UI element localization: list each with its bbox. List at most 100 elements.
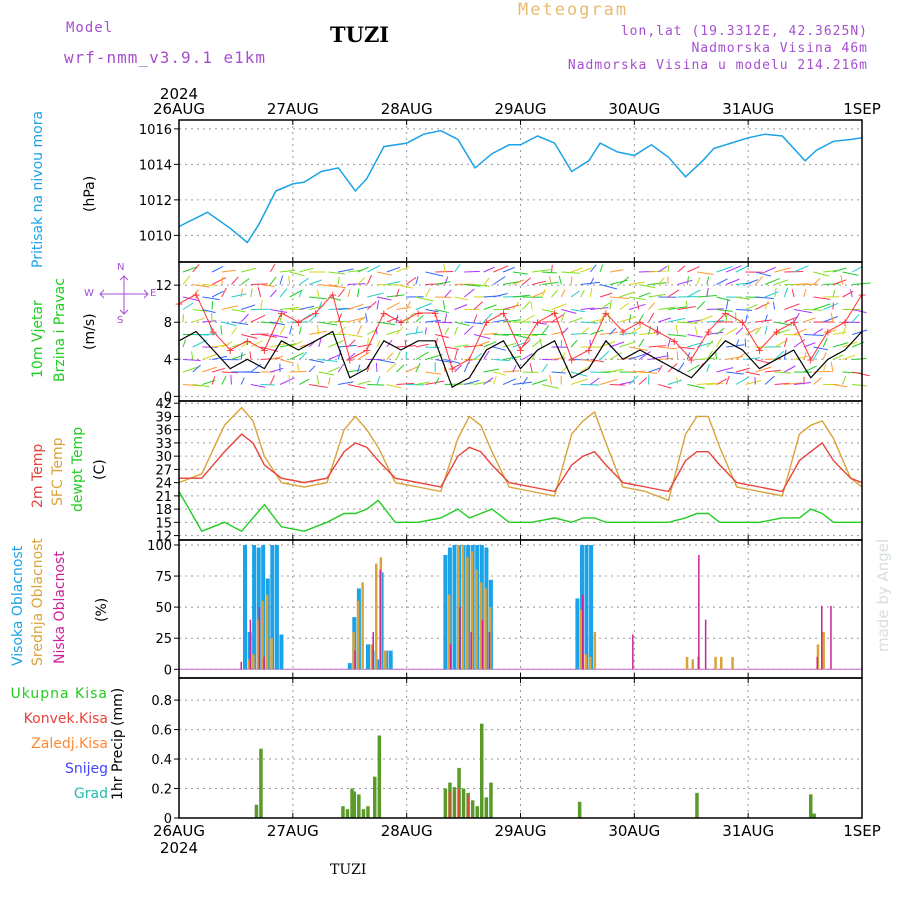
wind-barb: [405, 301, 411, 310]
wind-barb: [512, 381, 533, 385]
y-tick-label: 33: [155, 437, 172, 452]
wind-barb: [463, 325, 474, 335]
wind-barb: [706, 364, 710, 373]
wind-barb: [532, 321, 547, 325]
wind-barb: [309, 384, 328, 388]
wind-barb: [823, 269, 838, 273]
wind-barb: [774, 329, 790, 335]
wind-barb: [454, 326, 459, 335]
wind-barb: [415, 315, 424, 323]
wind-barb: [202, 366, 217, 373]
model-name: wrf-nmm_v3.9.1 e1km: [64, 48, 267, 67]
precip-bar-total: [254, 804, 259, 818]
y-tick-label: 24: [155, 477, 172, 492]
wind-barb: [648, 345, 666, 348]
wind-barb: [570, 267, 583, 273]
wind-barb: [755, 296, 774, 299]
wind-barb: [830, 312, 834, 323]
wind-barb: [367, 328, 377, 335]
wind-barb: [512, 301, 519, 310]
wind-barb: [648, 293, 666, 298]
wind-gust-marker: +: [277, 307, 286, 320]
wind-barb: [211, 265, 224, 273]
wind-barb: [512, 364, 517, 373]
wind-barb: [405, 365, 420, 373]
panel-frame: [178, 400, 863, 541]
wind-barb: [444, 276, 449, 285]
wind-barb: [395, 288, 400, 298]
wind-barb: [483, 341, 497, 348]
wind-barb: [541, 325, 550, 335]
wind-barb: [231, 293, 247, 298]
wind-barb: [629, 281, 645, 285]
wind-barb: [415, 276, 419, 285]
wind-gust-marker: +: [362, 344, 371, 357]
cloud-bar-low: [830, 605, 832, 670]
wind-barb: [250, 340, 263, 348]
cloud-bar-low: [704, 619, 707, 670]
wind-barb: [250, 314, 266, 323]
wind-barb: [493, 265, 509, 273]
wind-barb: [783, 337, 788, 348]
wind-barb: [629, 303, 646, 310]
wind-barb: [813, 296, 831, 300]
cloud-bar-mid: [470, 551, 474, 670]
wind-gust-marker: +: [226, 344, 235, 357]
wind-barb: [241, 334, 258, 339]
wind-barb: [503, 281, 520, 285]
wind-barb: [318, 338, 322, 348]
wind-gust-marker: +: [806, 353, 815, 366]
wind-barb: [793, 313, 800, 323]
wind-barb: [522, 301, 531, 310]
cloud-bar-low: [249, 619, 252, 670]
wind-barb: [784, 271, 804, 273]
cloud-bar-mid: [261, 600, 264, 670]
wind-barb: [396, 326, 404, 335]
wind-gust-marker: +: [516, 344, 525, 357]
footer-station: TUZI: [330, 862, 367, 878]
wind-barb: [735, 327, 744, 335]
y-tick-label: 0.8: [151, 694, 172, 709]
wind-barb: [483, 368, 500, 373]
model-elevation-label: Nadmorska Visina u modelu 214.216m: [567, 58, 868, 73]
wind-barb: [629, 370, 645, 373]
wind-barb: [211, 277, 227, 285]
wind-barb: [318, 284, 338, 288]
wind-barb: [299, 378, 310, 385]
wind-barb: [716, 328, 725, 335]
wind-barb: [493, 319, 509, 323]
wind-barb: [687, 289, 701, 298]
wind-barb: [638, 314, 644, 323]
wind-gust-marker: +: [567, 353, 576, 366]
wind-barb: [609, 384, 626, 386]
wind-barb: [415, 351, 429, 360]
wind-barb: [192, 334, 209, 336]
wind-barb: [318, 321, 338, 326]
compass-s: S: [117, 315, 124, 326]
wind-barb: [337, 276, 340, 285]
cloud-bar-low: [816, 656, 818, 670]
wind-barb: [832, 354, 844, 360]
wind-barb: [182, 366, 200, 373]
y-tick-label: 18: [155, 503, 172, 518]
sfc-temp-line: [178, 406, 863, 502]
wind-barb: [590, 307, 609, 310]
wind-barb: [347, 303, 364, 310]
wind-barb: [270, 367, 284, 373]
wind-barb: [211, 312, 213, 323]
wind-barb: [347, 334, 363, 338]
bottom-day-label: 29AUG: [495, 822, 547, 840]
wind-barb: [813, 377, 823, 385]
cloud-bar-high: [270, 545, 275, 670]
wind-barb: [386, 352, 394, 360]
wind-barb: [289, 370, 307, 373]
cloud-bar-low: [459, 607, 461, 670]
wind-gust-marker: +: [670, 335, 679, 348]
lonlat-label: lon,lat (19.3312E, 42.3625N): [620, 24, 868, 39]
wind-barb: [299, 351, 308, 360]
wind-gust-marker: +: [465, 353, 474, 366]
cloud-bar-mid: [714, 656, 717, 670]
wind-barb: [357, 315, 367, 323]
cloud-bar-low: [470, 632, 472, 670]
wind-barb: [316, 324, 320, 335]
